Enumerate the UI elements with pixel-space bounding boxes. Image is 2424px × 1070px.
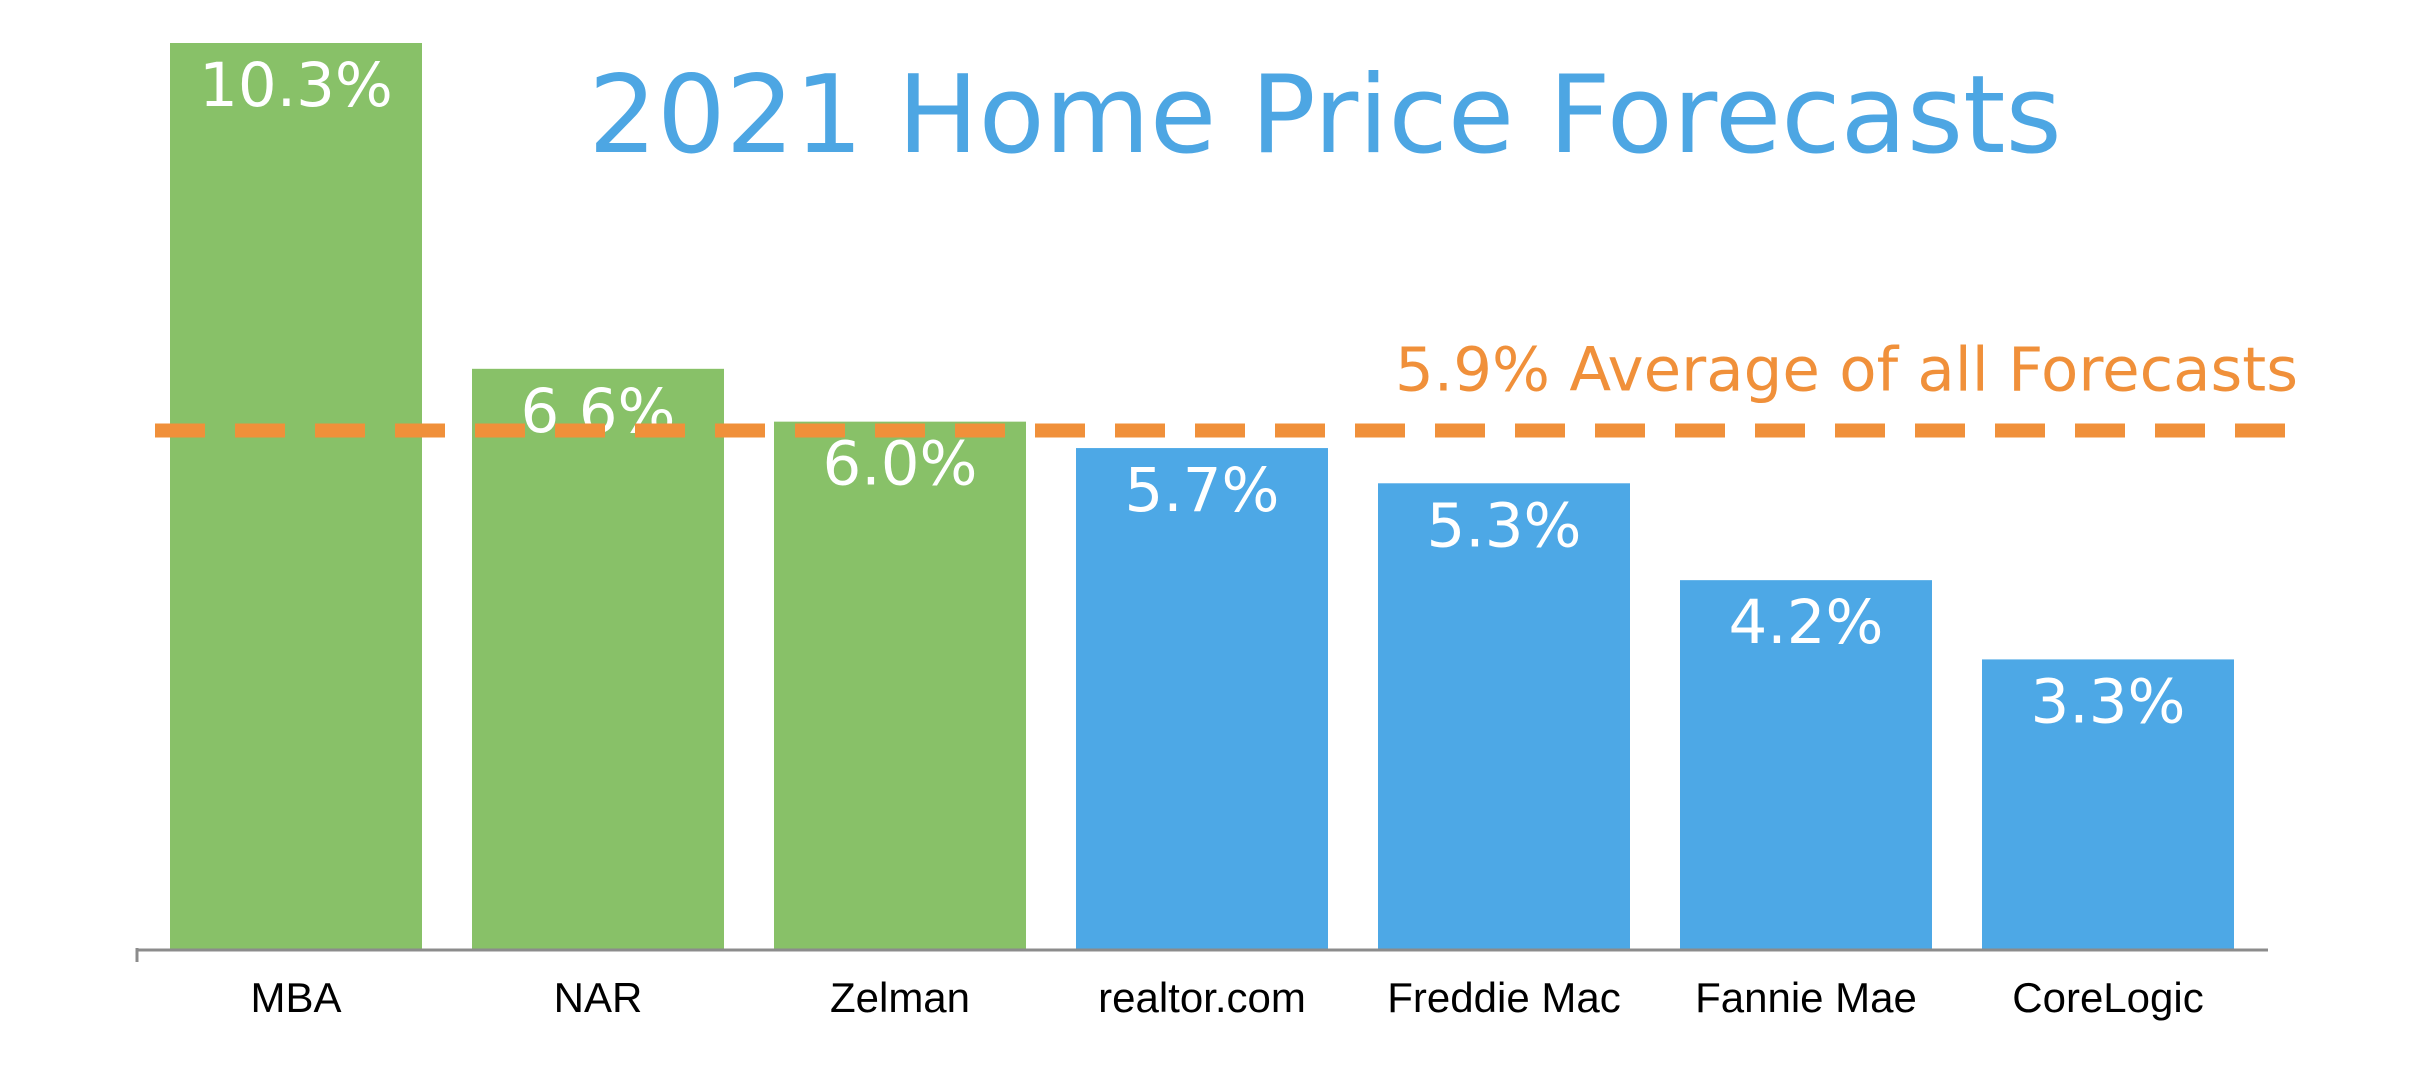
bar-freddie-mac <box>1378 483 1630 950</box>
value-label-fannie-mae: 4.2% <box>1729 587 1884 658</box>
value-label-mba: 10.3% <box>199 50 393 121</box>
bar-mba <box>170 43 422 950</box>
category-label-nar: NAR <box>554 974 643 1021</box>
category-label-corelogic: CoreLogic <box>2012 974 2203 1021</box>
category-label-zelman: Zelman <box>830 974 970 1021</box>
bar-nar <box>472 368 724 950</box>
bar-corelogic <box>1982 659 2234 950</box>
value-label-realtor-com: 5.7% <box>1125 455 1280 526</box>
bar-realtor-com <box>1076 448 1328 950</box>
bar-fannie-mae <box>1680 580 1932 950</box>
category-label-group: MBA NAR Zelman realtor.com Freddie Mac Fannie… <box>250 974 2203 1021</box>
bar-group <box>170 43 2234 950</box>
chart-title: 2021 Home Price Forecasts <box>588 53 2062 178</box>
value-label-freddie-mac: 5.3% <box>1427 490 1582 561</box>
value-label-zelman: 6.0% <box>823 429 978 500</box>
average-line-label: 5.9% Average of all Forecasts <box>1395 334 2298 405</box>
category-label-realtor-com: realtor.com <box>1098 974 1306 1021</box>
bar-zelman <box>774 421 1026 950</box>
category-label-mba: MBA <box>250 974 341 1021</box>
value-label-corelogic: 3.3% <box>2031 666 2186 737</box>
category-label-freddie-mac: Freddie Mac <box>1387 974 1620 1021</box>
category-label-fannie-mae: Fannie Mae <box>1695 974 1917 1021</box>
